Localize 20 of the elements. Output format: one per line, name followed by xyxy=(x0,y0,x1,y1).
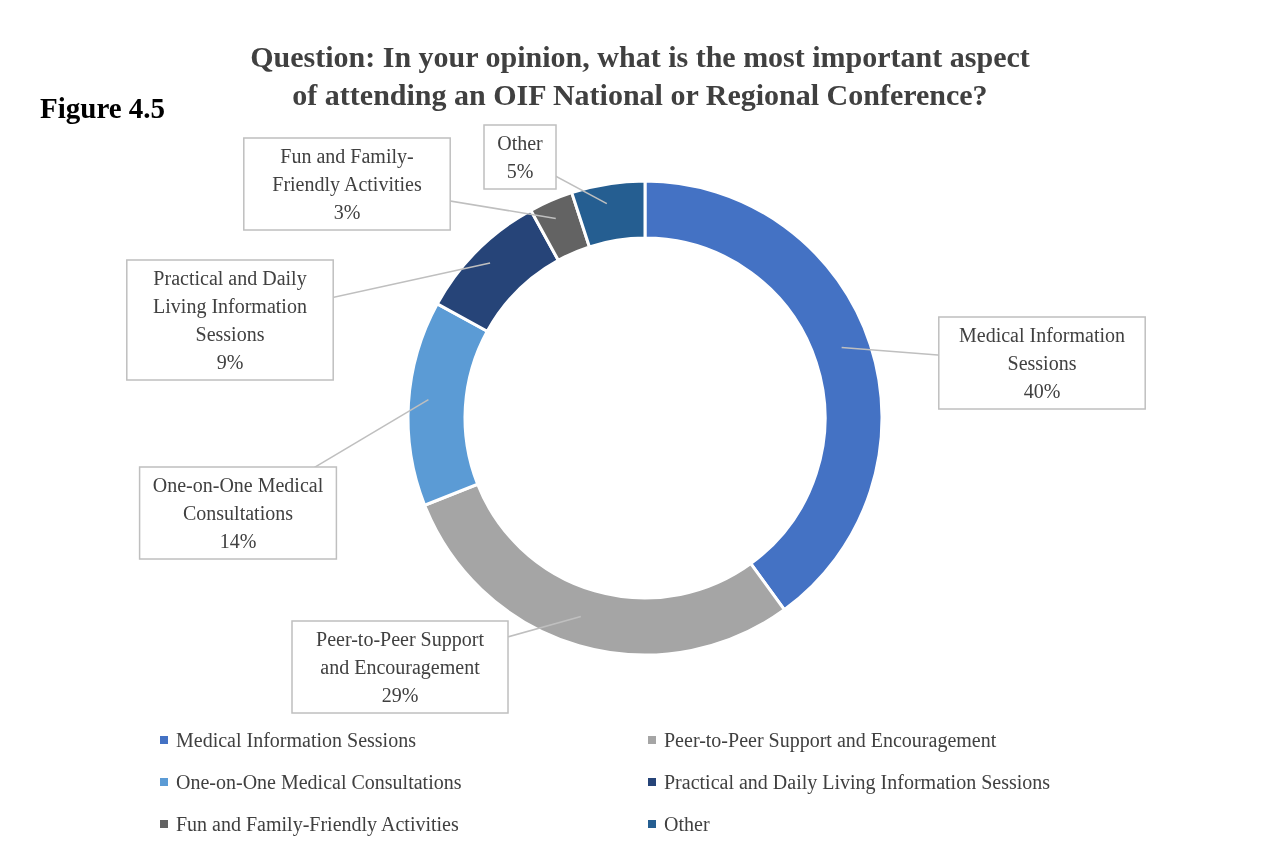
slice-label: Fun and Family-Friendly Activities xyxy=(272,145,422,196)
legend-label: Practical and Daily Living Information Sessions xyxy=(664,770,1051,794)
slice-label: One-on-One Medical Consultations xyxy=(152,474,324,524)
data-label: 3% xyxy=(333,201,361,223)
legend-label: Fun and Family-Friendly Activities xyxy=(176,812,459,836)
legend-label: One-on-One Medical Consultations xyxy=(176,770,462,794)
legend-label: Peer-to-Peer Support and Encouragement xyxy=(664,728,997,752)
data-label: 29% xyxy=(381,684,419,706)
data-label: 5% xyxy=(506,160,534,182)
legend-label: Medical Information Sessions xyxy=(176,728,416,752)
slice-label: Practical and Daily Living Information Sessions xyxy=(153,267,307,345)
slice-label: Peer-to-Peer Support and Encouragement xyxy=(316,628,485,679)
data-label: 40% xyxy=(1023,380,1061,402)
caption: Figure 4.5 xyxy=(40,92,166,125)
legend-label: Other xyxy=(664,812,710,836)
slice-label: Other xyxy=(497,132,544,154)
chart-title: Question: In your opinion, what is the most important aspect of attending an OIF National or Regional Conference? xyxy=(249,39,1031,111)
data-label: 14% xyxy=(219,530,257,552)
slice-label: Medical Information Sessions xyxy=(958,324,1126,374)
data-label: 9% xyxy=(216,351,244,373)
